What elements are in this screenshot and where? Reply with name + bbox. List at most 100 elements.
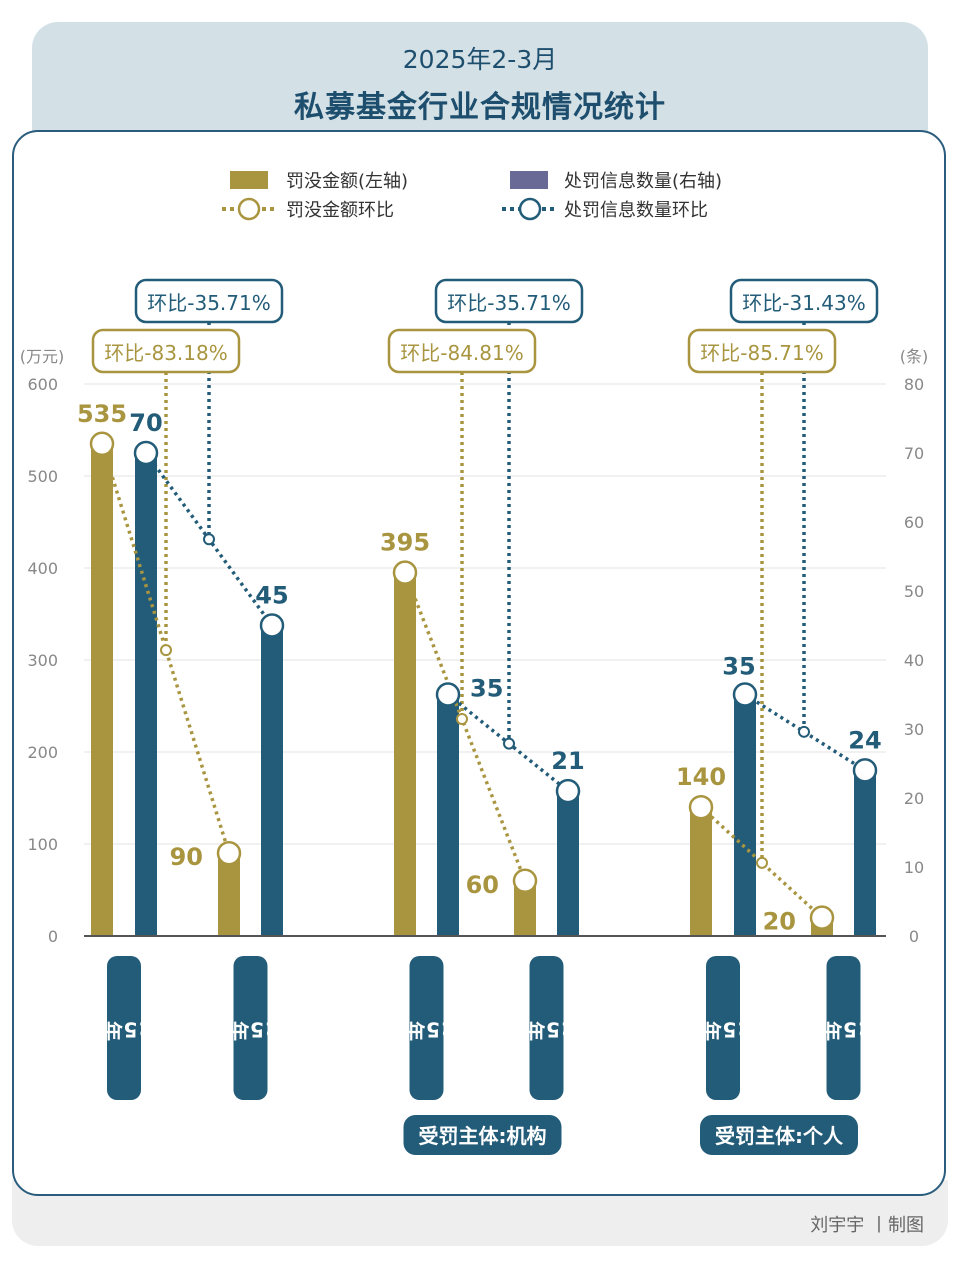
legend-label-amount: 罚没金额(左轴) <box>286 171 408 192</box>
bar-count <box>557 791 579 936</box>
chart-title: 私募基金行业合规情况统计 <box>294 90 666 125</box>
data-label-count: 21 <box>551 747 584 775</box>
callout-box-amount <box>387 328 537 374</box>
legend-swatch-amount <box>230 171 268 189</box>
y-right-tick: 80 <box>904 375 924 394</box>
callout-box-count <box>434 278 584 324</box>
bar-amount <box>394 572 416 936</box>
y-right-unit: (条) <box>900 347 929 366</box>
data-label-count: 70 <box>129 409 162 437</box>
callout-label-amount: 环比-85.71% <box>700 341 823 365</box>
point-marker-count <box>133 440 159 466</box>
point-marker-amount <box>809 905 835 930</box>
point-marker-amount <box>89 431 115 457</box>
y-left-tick: 0 <box>48 927 58 946</box>
y-left-tick: 300 <box>27 651 58 670</box>
credit-text: 刘宇宇 丨制图 <box>810 1215 924 1236</box>
callout-box-count <box>134 278 284 324</box>
trend-midpoint-count <box>203 533 215 546</box>
data-label-count: 24 <box>848 726 881 754</box>
month-label: 2025年2月 <box>66 1018 183 1042</box>
group-label: 受罚主体:个人 <box>715 1124 844 1148</box>
data-label-count: 45 <box>255 582 288 610</box>
month-label: 2025年3月 <box>488 1018 605 1042</box>
legend-marker-count-mom <box>518 197 542 221</box>
legend-label-count: 处罚信息数量(右轴) <box>564 171 722 192</box>
point-marker-count <box>435 682 461 707</box>
group-label-pill <box>700 1115 858 1155</box>
month-pill <box>529 956 564 1100</box>
data-label-amount: 140 <box>676 763 726 791</box>
bar-amount <box>514 880 536 936</box>
y-right-tick: 60 <box>904 513 924 532</box>
y-left-tick: 400 <box>27 559 58 578</box>
bar-amount <box>690 807 712 936</box>
y-left-unit: (万元) <box>20 347 65 366</box>
y-right-tick: 30 <box>904 720 924 739</box>
callout-label-count: 环比-35.71% <box>147 291 270 315</box>
callout-box-amount <box>687 328 837 374</box>
bar-count <box>437 694 459 936</box>
bar-amount <box>218 853 240 936</box>
month-pill <box>409 956 444 1100</box>
data-label-count: 35 <box>470 675 503 703</box>
callout-box-amount <box>91 328 241 374</box>
callout-label-count: 环比-35.71% <box>447 291 570 315</box>
trend-midpoint-count <box>503 737 515 750</box>
point-marker-amount <box>216 840 242 866</box>
point-marker-count <box>732 682 758 707</box>
y-right-tick: 70 <box>904 444 924 463</box>
legend-marker-amount-mom <box>237 197 261 221</box>
y-left-tick: 600 <box>27 375 58 394</box>
month-label: 2025年3月 <box>785 1018 902 1042</box>
callout-label-amount: 环比-83.18% <box>104 341 227 365</box>
y-left-tick: 100 <box>27 835 58 854</box>
data-label-amount: 90 <box>170 843 203 871</box>
bar-count <box>734 694 756 936</box>
y-left-tick: 200 <box>27 743 58 762</box>
month-pill <box>826 956 861 1100</box>
month-label: 2025年3月 <box>192 1018 309 1042</box>
month-pill <box>233 956 268 1100</box>
month-pill <box>107 956 141 1100</box>
trend-midpoint-count <box>798 725 810 738</box>
data-label-amount: 60 <box>466 871 499 899</box>
chart-subtitle: 2025年2-3月 <box>402 45 558 74</box>
y-right-tick: 0 <box>909 927 919 946</box>
trend-midpoint-amount <box>756 856 768 869</box>
point-marker-amount <box>688 794 714 820</box>
bar-count <box>854 770 876 936</box>
legend-label-amount-mom: 罚没金额环比 <box>286 200 394 221</box>
bar-count <box>135 453 157 936</box>
point-marker-count <box>852 758 878 783</box>
trend-line-amount <box>100 443 231 854</box>
legend-label-count-mom: 处罚信息数量环比 <box>564 200 708 221</box>
point-marker-count <box>555 778 581 804</box>
header-banner: 2025年2-3月 私募基金行业合规情况统计 <box>32 22 928 142</box>
point-marker-count <box>259 613 285 638</box>
callout-label-amount: 环比-84.81% <box>400 341 523 365</box>
bar-amount <box>91 443 113 936</box>
group-label-pill <box>403 1115 562 1155</box>
month-label: 2025年2月 <box>665 1018 782 1042</box>
point-marker-amount <box>512 868 538 894</box>
trend-line-amount <box>403 571 527 882</box>
y-right-tick: 10 <box>904 858 924 877</box>
y-right-tick: 40 <box>904 651 924 670</box>
month-pill <box>706 956 740 1100</box>
bar-count <box>261 625 283 936</box>
group-label: 受罚主体:机构 <box>419 1124 547 1148</box>
data-label-count: 35 <box>722 653 755 681</box>
trend-midpoint-amount <box>160 644 172 657</box>
y-right-tick: 20 <box>904 789 924 808</box>
data-label-amount: 20 <box>763 908 796 936</box>
y-left-tick: 500 <box>27 467 58 486</box>
data-label-amount: 395 <box>380 529 430 557</box>
data-label-amount: 535 <box>77 400 127 428</box>
callout-label-count: 环比-31.43% <box>742 291 865 315</box>
point-marker-amount <box>392 560 418 585</box>
y-right-tick: 50 <box>904 582 924 601</box>
trend-midpoint-amount <box>456 712 468 725</box>
month-label: 2025年2月 <box>368 1018 485 1042</box>
